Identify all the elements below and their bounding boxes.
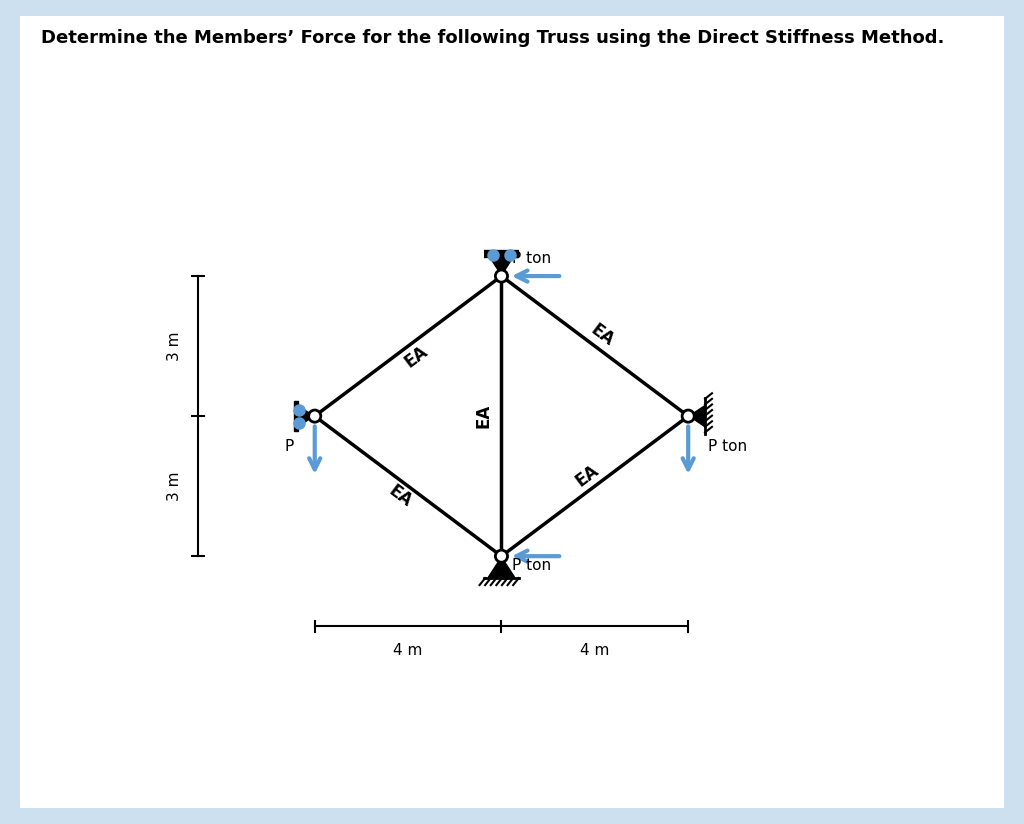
Text: P: P <box>285 439 294 454</box>
Text: Determine the Members’ Force for the following Truss using the Direct Stiffness : Determine the Members’ Force for the fol… <box>41 29 944 47</box>
Circle shape <box>308 410 321 422</box>
Text: 4 m: 4 m <box>393 643 423 658</box>
Circle shape <box>496 270 508 282</box>
Text: EA: EA <box>385 482 416 511</box>
Text: EA: EA <box>475 404 493 428</box>
Polygon shape <box>689 406 705 426</box>
Text: EA: EA <box>588 321 617 350</box>
Text: EA: EA <box>571 461 602 490</box>
Text: EA: EA <box>400 342 431 371</box>
Polygon shape <box>488 557 514 577</box>
Text: P ton: P ton <box>512 558 551 574</box>
Text: 3 m: 3 m <box>167 471 182 501</box>
Text: P ton: P ton <box>709 439 748 454</box>
Circle shape <box>682 410 694 422</box>
Text: P ton: P ton <box>512 251 551 266</box>
Circle shape <box>496 550 508 562</box>
Polygon shape <box>298 406 313 426</box>
Bar <box>294 401 298 431</box>
Polygon shape <box>488 255 514 275</box>
Text: 3 m: 3 m <box>167 331 182 361</box>
Text: 4 m: 4 m <box>581 643 609 658</box>
